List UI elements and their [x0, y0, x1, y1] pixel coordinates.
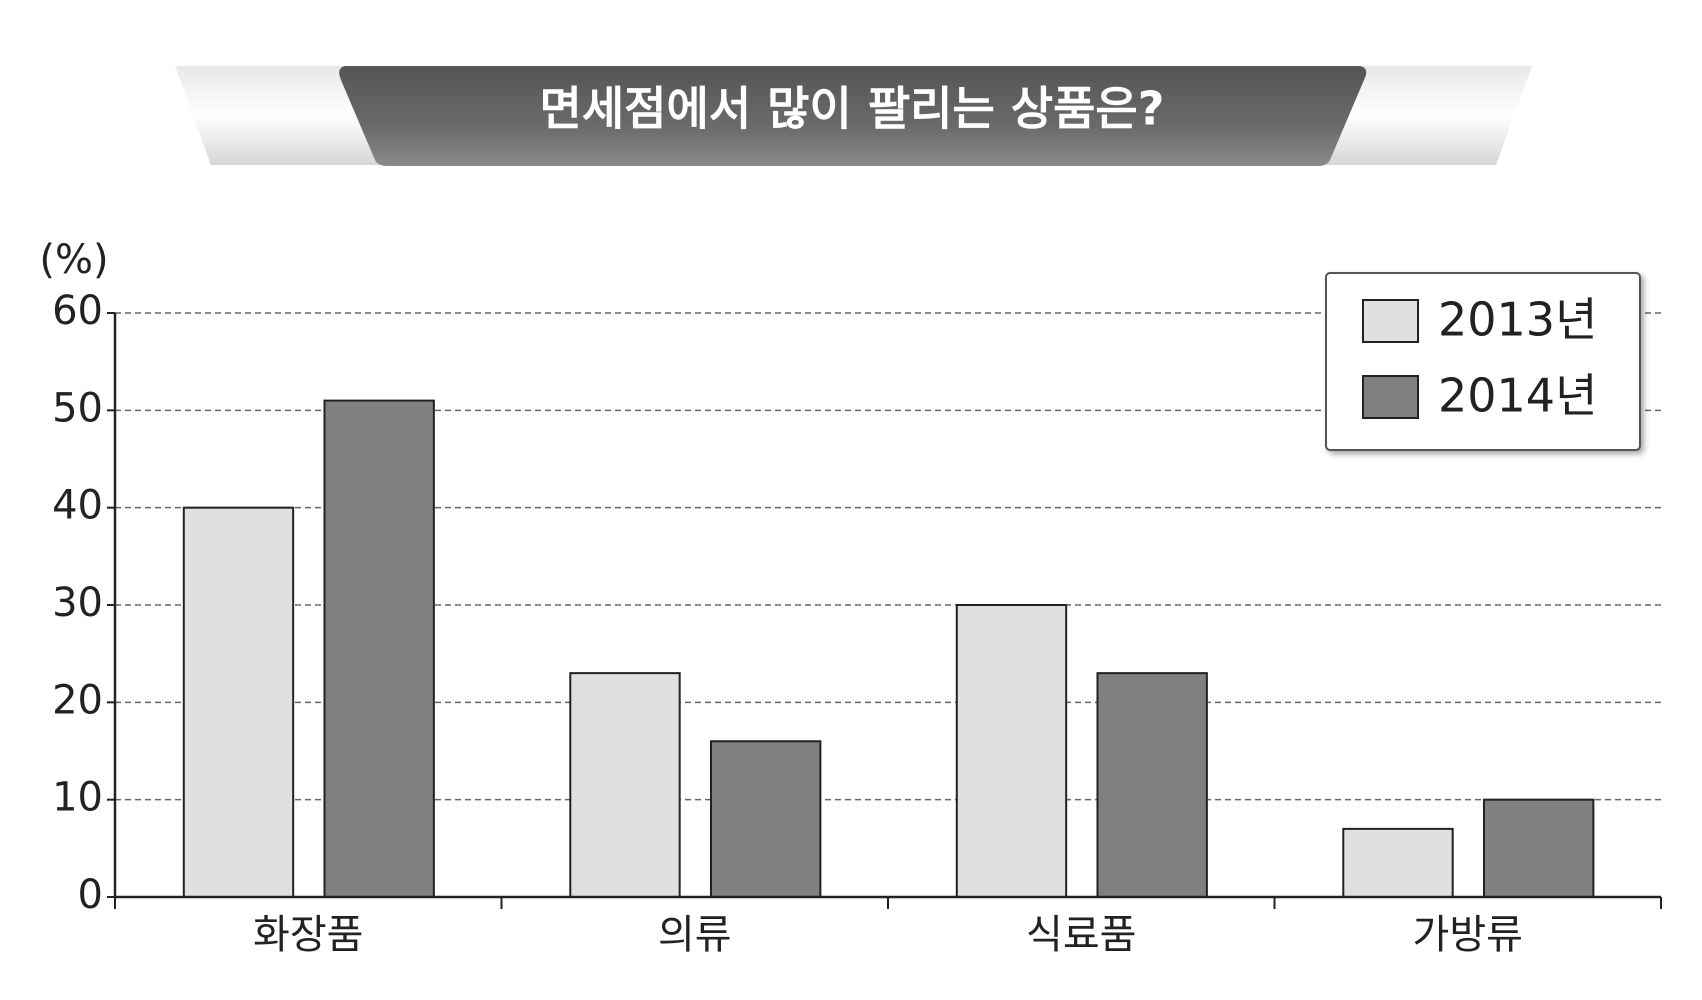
y-axis-label: (%) [39, 237, 108, 283]
y-tick-label: 40 [52, 483, 103, 529]
bar [182, 506, 295, 898]
legend-label: 2014년 [1438, 369, 1597, 423]
bar [955, 604, 1068, 898]
x-tick-label: 화장품 [253, 912, 363, 958]
bar [709, 740, 822, 898]
legend-swatch [1362, 299, 1419, 343]
y-tick-label: 50 [52, 385, 103, 431]
y-tick-label: 60 [52, 288, 103, 334]
legend-label: 2013년 [1438, 293, 1597, 347]
x-tick-label: 가방류 [1413, 912, 1523, 958]
x-tick-label: 식료품 [1026, 912, 1136, 958]
title-banner [339, 66, 1367, 166]
bar [569, 672, 681, 899]
y-tick-label: 20 [52, 677, 103, 723]
y-tick-label: 30 [52, 580, 103, 626]
bar [1342, 827, 1454, 898]
chart-title: 면세점에서 많이 팔리는 상품은? [540, 82, 1165, 136]
bar [323, 399, 435, 898]
y-tick-label: 0 [78, 872, 103, 918]
x-tick-label: 의류 [658, 912, 732, 958]
bar [1482, 798, 1595, 899]
legend-swatch [1362, 375, 1419, 419]
y-tick-label: 10 [52, 775, 103, 821]
bar [1096, 672, 1208, 899]
